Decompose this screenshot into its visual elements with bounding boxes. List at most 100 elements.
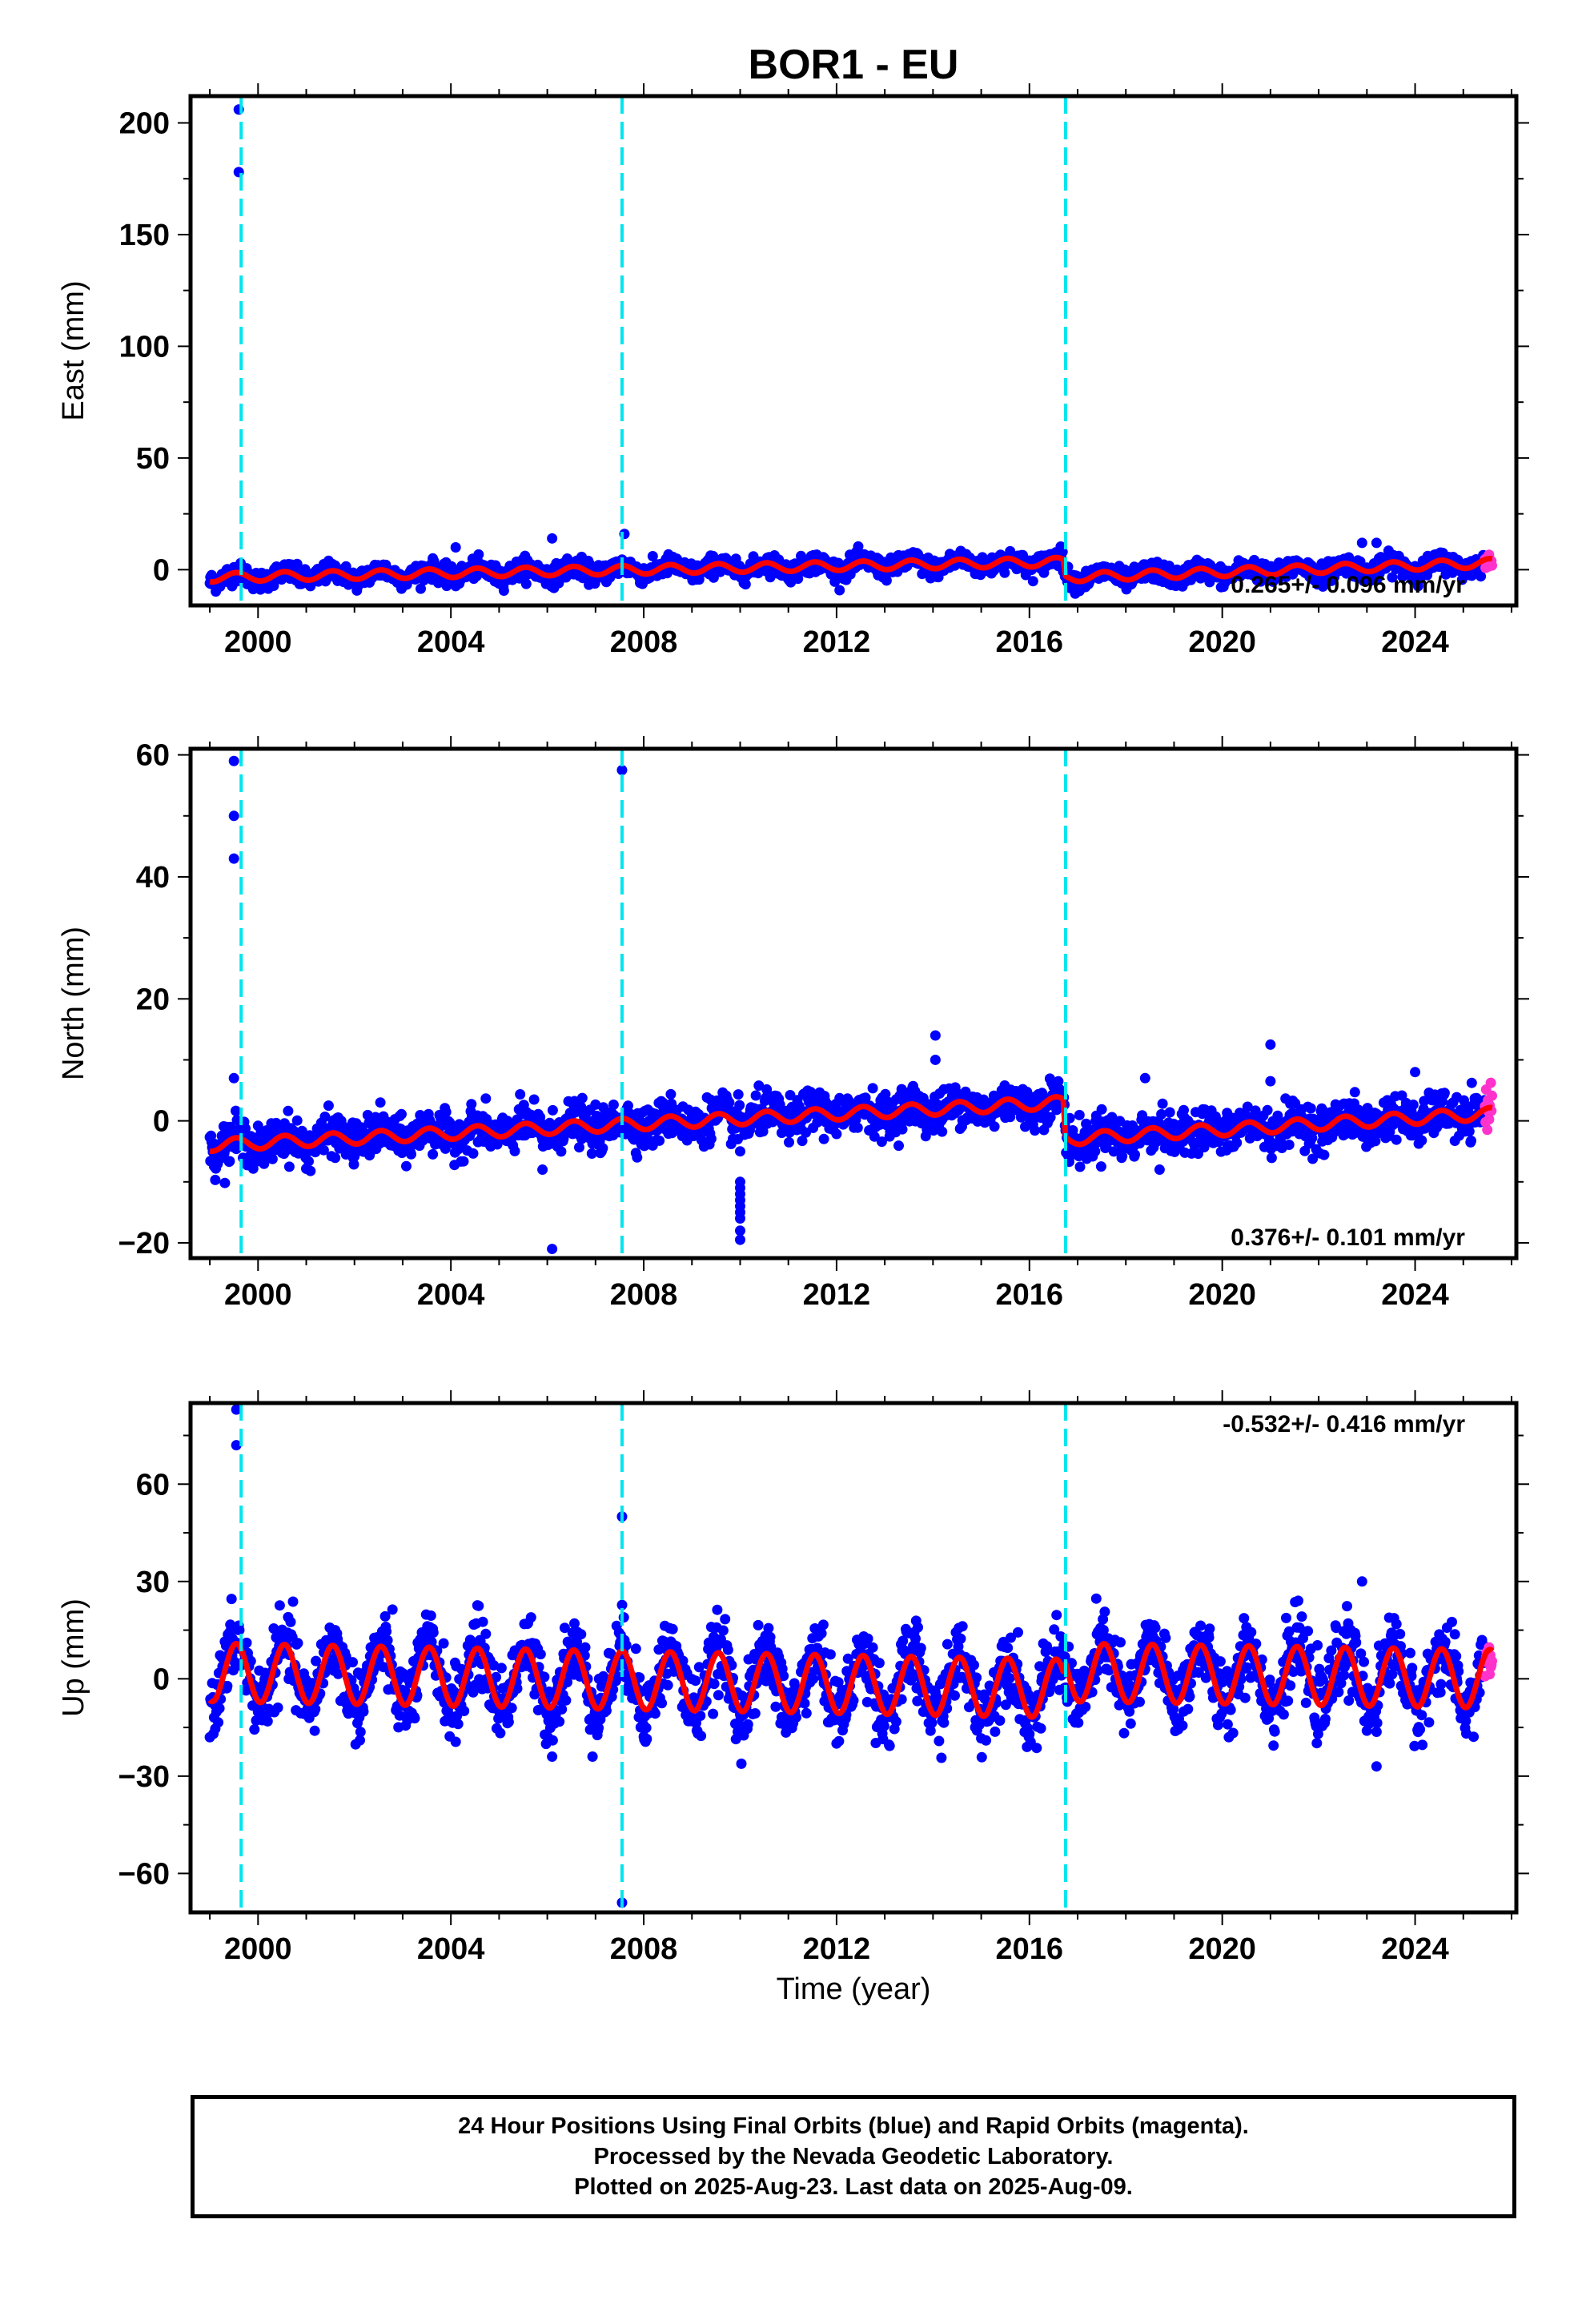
data-point	[1266, 1152, 1277, 1164]
east-x-tick-label: 2000	[224, 625, 292, 659]
north-x-tick-label: 2008	[610, 1278, 678, 1312]
data-point	[224, 1156, 235, 1167]
up-y-tick-label: 0	[153, 1663, 170, 1696]
north-x-tick-label: 2004	[417, 1278, 485, 1312]
data-point	[556, 1146, 567, 1157]
up-x-tick-label: 2012	[803, 1932, 871, 1966]
data-point	[452, 1719, 464, 1730]
outlier-point	[537, 1164, 548, 1176]
data-point	[999, 567, 1010, 578]
up-x-tick-label: 2020	[1188, 1932, 1256, 1966]
panel-north: North (mm)2000 2004 2008 2012 2016 2020 2024−2…	[57, 736, 1529, 1312]
up-x-tick-label: 2016	[996, 1932, 1064, 1966]
north-y-axis-label: North (mm)	[57, 927, 90, 1080]
north-x-tick-label: 2000	[224, 1278, 292, 1312]
data-point	[665, 1088, 677, 1100]
data-point	[1487, 1090, 1497, 1101]
data-point	[234, 1625, 245, 1635]
north-plot-area	[204, 749, 1497, 1258]
data-point	[1157, 1098, 1168, 1109]
data-point	[1231, 1137, 1243, 1148]
data-point	[1130, 1149, 1140, 1160]
data-point	[654, 1135, 665, 1146]
data-point	[734, 1100, 745, 1111]
data-point	[291, 1115, 303, 1126]
east-y-tick-label: 150	[119, 219, 170, 252]
data-point	[1487, 560, 1497, 571]
data-point	[1466, 1136, 1476, 1146]
panel-east: East (mm)2000 2004 2008 2012 2016 2020 2024050…	[57, 83, 1529, 659]
data-point	[355, 1727, 366, 1738]
east-y-tick-label: 0	[153, 553, 170, 587]
data-point	[893, 1140, 904, 1152]
outlier-point	[228, 810, 239, 822]
east-x-tick-label: 2024	[1381, 625, 1449, 659]
outlier-point	[228, 1072, 239, 1084]
east-outliers	[233, 104, 1382, 553]
data-point	[285, 1616, 296, 1627]
data-point	[283, 1105, 294, 1116]
data-point	[358, 1706, 369, 1717]
data-point	[458, 1156, 469, 1167]
north-series-final-orbits	[204, 1073, 1490, 1188]
data-point	[219, 1177, 231, 1188]
up-plot-area	[204, 1403, 1497, 1912]
panels: East (mm)2000 2004 2008 2012 2016 2020 2024050…	[57, 83, 1529, 1966]
data-point	[1096, 1104, 1107, 1115]
north-x-tick-label: 2020	[1188, 1278, 1256, 1312]
data-point	[267, 1153, 278, 1164]
data-point	[287, 1596, 299, 1607]
outlier-point	[734, 1234, 745, 1245]
data-point	[450, 1736, 461, 1747]
outlier-point	[1139, 1072, 1150, 1084]
outlier-point	[1356, 537, 1367, 549]
data-point	[292, 1638, 303, 1649]
data-point	[416, 583, 426, 594]
north-frame	[188, 746, 1519, 1261]
data-point	[608, 1100, 619, 1110]
up-x-tick-label: 2000	[224, 1932, 292, 1966]
data-point	[438, 1638, 449, 1649]
up-y-tick-label: −30	[118, 1760, 170, 1794]
data-point	[989, 1121, 1000, 1132]
data-point	[1387, 572, 1398, 583]
chart-title: BOR1 - EU	[749, 42, 959, 88]
data-point	[428, 1148, 439, 1160]
north-x-tick-label: 2012	[803, 1278, 871, 1312]
outlier-point	[1265, 1076, 1276, 1087]
data-point	[401, 1160, 412, 1172]
up-x-tick-label: 2024	[1381, 1932, 1449, 1966]
data-point	[740, 579, 751, 590]
east-x-tick-label: 2004	[417, 625, 485, 659]
outlier-point	[930, 1030, 941, 1041]
data-point	[330, 1152, 341, 1164]
data-point	[1164, 1107, 1175, 1118]
data-point	[818, 1133, 829, 1144]
outlier-point	[228, 853, 239, 864]
data-point	[831, 1128, 842, 1140]
outlier-point	[547, 533, 558, 544]
north-y-tick-label: 20	[136, 983, 170, 1016]
outlier-point	[1371, 537, 1382, 549]
data-point	[214, 1703, 225, 1714]
data-point	[1095, 1161, 1106, 1172]
outlier-point	[1265, 1039, 1276, 1050]
data-point	[396, 1108, 407, 1120]
data-point	[1407, 1100, 1419, 1110]
data-point	[632, 1152, 643, 1163]
data-point	[440, 1107, 452, 1118]
data-point	[272, 1702, 283, 1713]
up-y-tick-label: 60	[136, 1468, 170, 1502]
east-plot-area	[204, 96, 1497, 605]
data-point	[347, 1657, 358, 1668]
panel-up: Up (mm)2000 2004 2008 2012 2016 2020 2024−60−3…	[57, 1390, 1529, 1966]
up-series-final-orbits	[204, 1593, 1490, 1769]
data-point	[382, 1634, 393, 1646]
data-point	[381, 1626, 392, 1637]
outlier-point	[930, 1054, 941, 1065]
data-point	[213, 1717, 224, 1728]
data-point	[387, 1604, 398, 1615]
data-point	[852, 1122, 863, 1133]
up-y-axis-label: Up (mm)	[57, 1598, 90, 1717]
east-x-tick-label: 2016	[996, 625, 1064, 659]
